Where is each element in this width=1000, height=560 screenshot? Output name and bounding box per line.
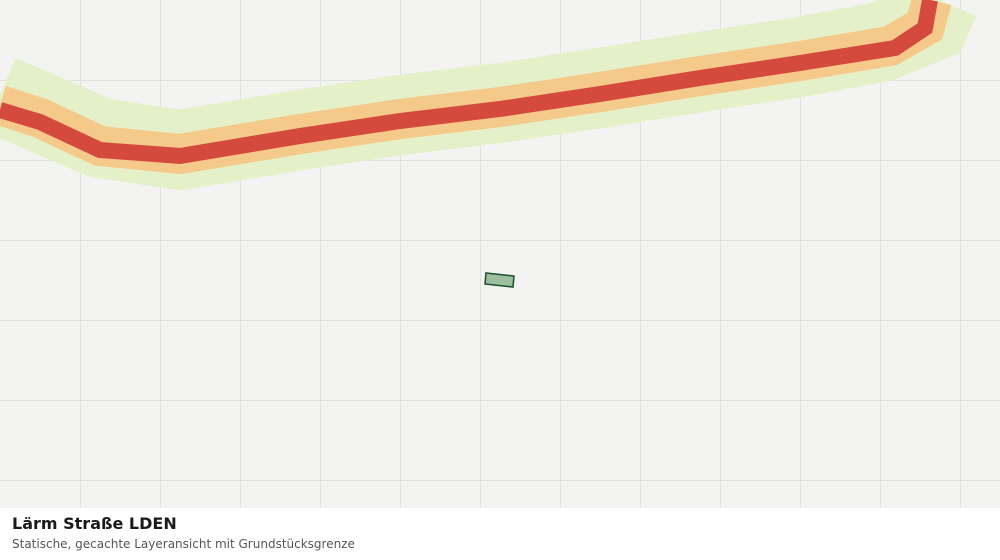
caption: Lärm Straße LDEN Statische, gecachte Lay… <box>0 508 1000 560</box>
noise-band-high <box>0 0 938 165</box>
caption-subtitle: Statische, gecachte Layeransicht mit Gru… <box>12 537 355 551</box>
noise-bands <box>0 0 977 191</box>
caption-title: Lärm Straße LDEN <box>12 514 177 533</box>
parcel-boundary <box>484 272 515 288</box>
map <box>0 0 1000 508</box>
